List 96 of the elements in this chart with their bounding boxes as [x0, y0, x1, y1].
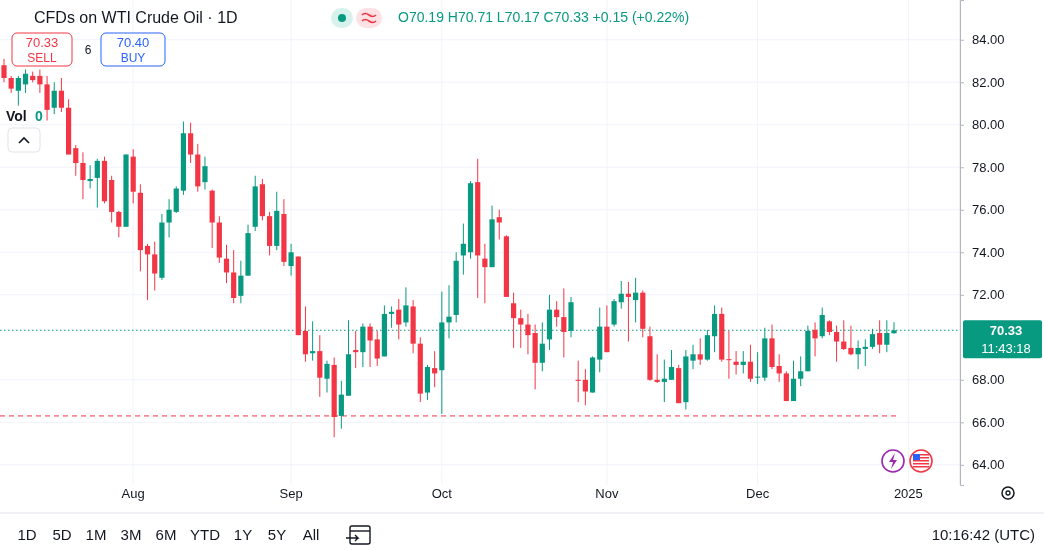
candlestick	[848, 325, 854, 356]
text: 1D	[17, 526, 37, 543]
candlestick	[697, 337, 703, 366]
y-tick-label: 80.00	[972, 117, 1005, 133]
candlestick	[862, 338, 868, 367]
y-tick-label: 74.00	[972, 244, 1005, 260]
text: 5D	[52, 526, 72, 543]
candlestick	[482, 243, 488, 304]
candlestick	[51, 81, 57, 115]
candlestick	[511, 292, 517, 349]
annotation: 70.33	[25, 35, 59, 50]
candlestick	[726, 330, 732, 380]
candlestick	[15, 75, 21, 107]
text: 10:16:42 (UTC)	[931, 526, 1035, 543]
candlestick	[152, 241, 158, 292]
candlestick	[554, 300, 560, 328]
candlestick	[841, 319, 847, 351]
candlestick	[812, 321, 818, 357]
y-tick-label: 66.00	[972, 414, 1005, 430]
candlestick	[367, 322, 373, 368]
ref-line-label: 70.33	[989, 323, 1023, 339]
annotation: O70.19 H70.71 L70.17 C70.33 +0.15 (+0.22%)	[398, 9, 690, 25]
y-tick-label: 72.00	[972, 287, 1005, 303]
candlestick	[633, 277, 639, 323]
candlestick	[790, 360, 797, 402]
text: 5Y	[267, 526, 287, 543]
x-tick-label: Sep	[279, 486, 303, 501]
candlestick	[166, 198, 172, 238]
candlestick	[877, 319, 883, 354]
candlestick	[388, 305, 395, 329]
candlestick	[618, 280, 624, 310]
text: YTD	[190, 526, 221, 543]
candlestick	[776, 353, 782, 383]
annotation: Vol	[6, 108, 27, 124]
text: 11:43:18	[981, 341, 1031, 356]
y-tick-label: 68.00	[972, 372, 1005, 388]
candlestick	[496, 209, 502, 241]
candlestick	[338, 380, 344, 430]
candlestick	[518, 309, 524, 349]
candlestick	[116, 210, 122, 238]
candlestick	[396, 298, 402, 340]
candlestick	[238, 260, 244, 304]
text: CFDs on WTI Crude Oil · 1D	[34, 9, 238, 26]
candlestick	[403, 286, 409, 328]
annotation: 0	[35, 108, 43, 124]
y-tick-label: 64.00	[972, 457, 1005, 473]
annotation: 6	[84, 43, 92, 57]
candlestick	[525, 313, 531, 355]
candlestick	[202, 156, 208, 191]
candlestick	[855, 339, 861, 370]
y-tick-label: 76.00	[972, 202, 1005, 218]
candlestick	[733, 350, 739, 375]
y-tick-label: 82.00	[972, 74, 1005, 90]
candlestick	[37, 69, 43, 94]
candlestick	[561, 287, 567, 358]
x-tick-label: Oct	[431, 486, 453, 501]
candlestick	[374, 330, 380, 367]
x-tick-label: Nov	[595, 486, 619, 501]
y-tick-label: 78.00	[972, 159, 1005, 175]
text: 6M	[155, 526, 177, 543]
x-tick-label: 2025	[893, 486, 923, 501]
candlestick	[144, 243, 151, 301]
candlestick	[460, 223, 466, 276]
candlestick	[87, 164, 93, 190]
x-tick-label: Dec	[746, 486, 770, 501]
candlestick	[654, 353, 660, 384]
text: All	[302, 526, 320, 543]
candlestick	[223, 244, 230, 284]
candlestick	[324, 360, 330, 394]
candlestick	[94, 158, 100, 209]
candlestick	[58, 77, 65, 113]
candlestick	[288, 243, 294, 277]
candlestick	[22, 69, 29, 94]
x-tick-label: Aug	[121, 486, 145, 501]
candlestick	[173, 185, 179, 214]
candlestick	[747, 344, 754, 383]
candlestick	[582, 368, 588, 406]
y-tick-label: 84.00	[972, 32, 1005, 48]
annotation: SELL	[27, 51, 57, 65]
text: 1M	[85, 526, 107, 543]
candlestick	[611, 298, 617, 328]
candlestick	[302, 305, 309, 363]
candlestick	[73, 144, 79, 177]
candlestick	[668, 349, 675, 381]
candlestick	[1, 58, 7, 83]
candlestick	[353, 330, 359, 369]
candlestick	[798, 355, 804, 387]
candlestick	[188, 122, 194, 164]
annotation: BUY	[120, 51, 146, 65]
candlestick	[446, 284, 452, 339]
annotation: 70.40	[116, 35, 150, 50]
candlestick	[690, 344, 696, 370]
text: 3M	[120, 526, 142, 543]
candlestick	[80, 151, 86, 200]
candlestick	[833, 325, 840, 363]
text: 1Y	[233, 526, 253, 543]
